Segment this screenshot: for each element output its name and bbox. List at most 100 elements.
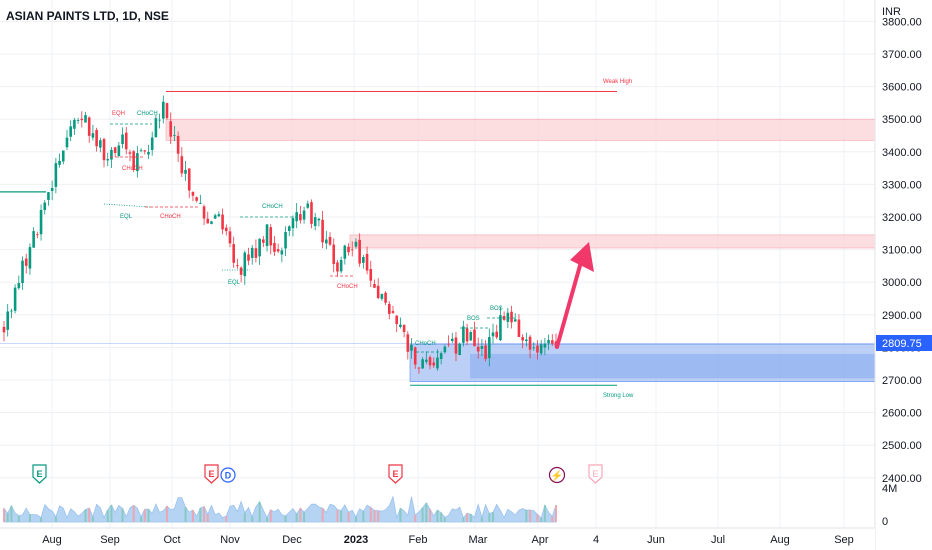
x-tick-label: Jun: [647, 534, 665, 546]
candle-body: [99, 140, 102, 148]
x-tick-label: 4: [593, 534, 599, 546]
candle-body: [36, 234, 39, 236]
annotation-label: EQL: [228, 280, 241, 286]
volume-bar: [258, 501, 261, 522]
candle-body: [321, 219, 324, 243]
x-tick-label: Dec: [282, 534, 302, 546]
supply-zone: [349, 234, 876, 249]
candle-body: [195, 197, 198, 201]
supply-zone: [165, 118, 876, 141]
candle-body: [499, 315, 502, 341]
volume-bar: [347, 512, 350, 522]
candle-body: [61, 150, 65, 162]
candle-body: [121, 134, 124, 145]
volume-bar: [354, 516, 357, 522]
volume-bar: [225, 515, 228, 522]
earnings-marker[interactable]: E: [204, 464, 219, 484]
volume-bar: [429, 509, 432, 522]
volume-bar: [303, 512, 306, 522]
svg-text:E: E: [36, 469, 42, 479]
price-axis[interactable]: [875, 0, 932, 550]
candle-body: [488, 337, 491, 359]
candle-body: [287, 226, 291, 231]
candle-body: [465, 328, 469, 342]
candle-body: [332, 244, 336, 265]
currency-label: INR: [882, 6, 901, 18]
candle-body: [473, 329, 476, 347]
candle-body: [550, 340, 554, 344]
y-tick-label: 3700.00: [882, 49, 922, 61]
candle-body: [262, 239, 265, 243]
candle-body: [413, 347, 417, 365]
y-tick-label: 2400.00: [882, 473, 922, 485]
volume-bar: [121, 508, 124, 522]
candle-body: [384, 292, 387, 303]
volume-bar: [269, 509, 272, 522]
volume-bar: [284, 515, 287, 522]
earnings-marker[interactable]: E: [388, 464, 403, 484]
candlesticks[interactable]: [2, 95, 558, 374]
x-tick-label: 2023: [344, 534, 368, 546]
candle-body: [21, 260, 24, 284]
candle-body: [539, 344, 543, 354]
candle-body: [369, 269, 373, 281]
volume-bar: [362, 511, 365, 522]
event-markers[interactable]: E E D E ⚡ E: [32, 464, 603, 484]
svg-text:D: D: [225, 471, 232, 481]
candle-body: [476, 346, 480, 352]
candle-body: [510, 311, 513, 323]
grid: [51, 0, 845, 528]
x-tick-label: Aug: [770, 534, 790, 546]
candle-body: [376, 285, 380, 299]
candle-body: [443, 346, 447, 353]
candle-body: [528, 336, 532, 350]
annotation-label: CHoCH: [160, 214, 181, 220]
candle-body: [236, 265, 239, 267]
chart-title: ASIAN PAINTS LTD, 1D, NSE: [6, 9, 169, 23]
earnings-marker[interactable]: E: [32, 464, 47, 484]
volume-bar: [199, 508, 202, 522]
candle-body: [24, 258, 28, 266]
y-tick-label: 3800.00: [882, 16, 922, 28]
candle-body: [291, 218, 295, 229]
candle-body: [325, 239, 328, 244]
time-axis[interactable]: [0, 528, 875, 550]
y-tick-label: 3200.00: [882, 212, 922, 224]
candle-body: [165, 103, 169, 119]
volume-bar: [414, 515, 417, 522]
candle-body: [221, 214, 224, 230]
candle-body: [110, 149, 113, 160]
volume-bar: [369, 507, 372, 522]
candle-body: [124, 132, 128, 150]
candle-body: [425, 359, 428, 362]
candle-body: [436, 357, 439, 369]
volume-bar: [551, 516, 554, 522]
upcoming-earnings-marker[interactable]: E: [588, 464, 603, 484]
candle-body: [410, 344, 413, 351]
candle-body: [32, 231, 35, 248]
y-tick-label: 3100.00: [882, 245, 922, 257]
split-marker[interactable]: ⚡: [548, 466, 566, 484]
candle-body: [102, 139, 106, 161]
candle-body: [310, 202, 313, 224]
candle-body: [2, 326, 6, 333]
candle-body: [217, 214, 221, 217]
candle-body: [28, 247, 32, 269]
candle-body: [258, 238, 261, 257]
candle-body: [495, 331, 499, 338]
candle-body: [354, 241, 358, 247]
candle-body: [517, 319, 521, 337]
candle-body: [213, 215, 217, 219]
candle-body: [521, 337, 524, 341]
volume-bar: [525, 510, 528, 522]
annotation-label: CHoCH: [122, 166, 143, 172]
volume-bar: [480, 517, 483, 522]
candle-body: [543, 343, 547, 348]
candle-body: [180, 156, 184, 174]
volume-bar: [17, 515, 20, 522]
dividend-marker[interactable]: D: [220, 467, 236, 483]
candle-body: [532, 347, 536, 349]
candle-body: [336, 262, 339, 272]
x-tick-label: Apr: [531, 534, 548, 546]
